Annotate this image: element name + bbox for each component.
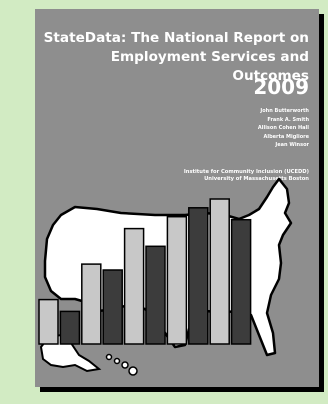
university-name: University of Massachusetts Boston bbox=[204, 176, 309, 183]
bar-dark bbox=[145, 245, 166, 345]
bar-light bbox=[81, 263, 102, 345]
us-map-illustration bbox=[38, 177, 293, 376]
author-name: John Butterworth bbox=[260, 108, 309, 114]
author-name: Jean Winsor bbox=[275, 142, 309, 149]
institute-credit: Institute for Community Inclusion (UCEDD… bbox=[184, 169, 309, 184]
institute-name: Institute for Community Inclusion (UCEDD… bbox=[183, 169, 309, 175]
report-cover: StateData: The National Report on Employ… bbox=[35, 9, 319, 387]
title-line-1: StateData: The National Report on bbox=[43, 30, 309, 46]
bar-light bbox=[209, 198, 230, 345]
author-name: Allison Cohen Hall bbox=[257, 125, 309, 132]
report-title: StateData: The National Report on Employ… bbox=[39, 29, 309, 86]
author-name: Frank A. Smith bbox=[267, 116, 309, 123]
bar-dark bbox=[230, 218, 252, 345]
title-line-2: Employment Services and Outcomes bbox=[110, 49, 309, 84]
bar-light bbox=[38, 298, 59, 345]
bar-light bbox=[166, 215, 188, 345]
bar-dark bbox=[102, 269, 123, 345]
bar-dark bbox=[59, 310, 81, 345]
hawaii-icon bbox=[105, 353, 138, 376]
report-year: 2009 bbox=[253, 75, 309, 99]
bar-light bbox=[123, 227, 145, 345]
bar-dark bbox=[188, 207, 209, 345]
bar-graphic bbox=[38, 198, 252, 345]
author-name: Alberta Migliore bbox=[263, 133, 309, 140]
author-list: John Butterworth Frank A. Smith Allison … bbox=[258, 107, 309, 150]
